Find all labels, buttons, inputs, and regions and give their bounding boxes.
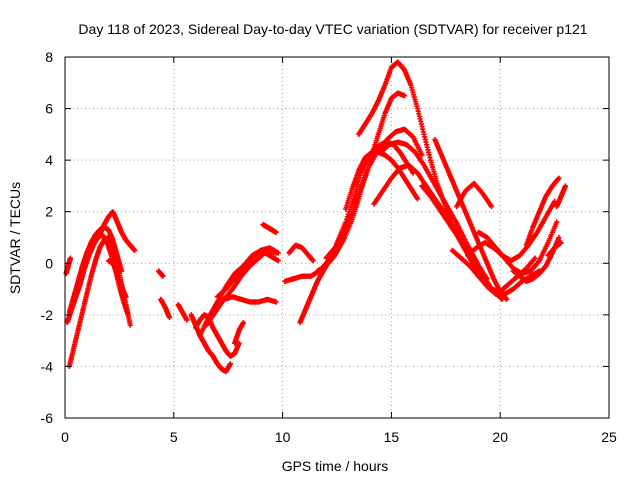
chart-title: Day 118 of 2023, Sidereal Day-to-day VTE… [78,21,587,37]
sat-track-15 [214,245,281,300]
sat-track-19 [286,242,316,264]
data-point [348,203,354,210]
data-point [240,319,247,326]
x-tick-labels: 0 5 10 15 20 25 [61,429,617,445]
x-tick-label: 20 [492,429,508,445]
sat-track-17 [260,222,279,235]
y-tick-label: -6 [41,410,54,426]
data-point [67,255,74,261]
x-tick-label: 0 [61,429,69,445]
sat-track-16 [232,319,247,346]
data-point [556,234,562,241]
data-point [123,294,129,300]
sat-track-36 [545,240,564,259]
data-point [273,299,279,305]
data-point [132,247,138,253]
data-point [273,229,279,235]
data-point [350,198,356,204]
data-point [532,255,538,261]
y-tick-label: 4 [45,152,53,168]
data-point [275,250,281,256]
data-point [344,214,351,220]
x-axis-label: GPS time / hours [282,458,389,474]
plot-frame [64,56,610,419]
sat-track-24 [343,149,421,212]
data-point [118,268,125,274]
data-point [160,273,166,279]
sat-track-8 [158,296,173,321]
data-point [310,258,316,264]
sat-track-6 [105,258,129,300]
sat-track-7 [155,268,166,279]
y-tick-label: 0 [45,255,53,271]
sat-track-13 [203,247,279,328]
sat-track-4 [97,209,138,253]
data-marks [63,59,569,375]
data-point [556,175,562,181]
data-point [346,209,352,215]
data-point [562,183,569,189]
data-point [275,258,281,264]
data-point [184,317,190,323]
y-tick-labels: -6 -4 -2 0 2 4 6 8 [41,49,54,426]
data-point [558,240,564,246]
data-point [414,196,421,202]
y-tick-label: -2 [41,307,54,323]
data-point [349,201,355,207]
y-tick-label: 6 [45,101,53,117]
sat-track-37 [554,183,569,210]
x-tick-label: 25 [601,429,617,445]
data-point [125,312,131,318]
sat-track-21 [314,90,408,274]
data-point [401,93,408,99]
sat-track-9 [175,301,190,323]
data-point [504,296,510,302]
y-tick-label: 8 [45,49,53,65]
data-point [343,216,350,223]
x-tick-label: 15 [384,429,400,445]
x-tick-label: 10 [275,429,291,445]
sat-track-27 [377,139,505,302]
data-point [419,152,425,158]
data-point [554,219,560,225]
data-point [227,361,233,367]
y-tick-label: 2 [45,204,53,220]
data-point [236,340,242,346]
data-point [127,322,133,328]
sat-track-33 [475,219,560,277]
data-point [488,203,495,210]
y-axis-label: SDTVAR / TECUs [7,182,23,294]
axis-ticks [64,56,610,419]
data-point [350,196,357,202]
sat-track-14 [212,294,279,313]
data-point [345,211,351,217]
sat-track-25 [356,59,453,223]
sat-track-31 [454,180,495,210]
data-point [552,198,558,204]
data-point [166,314,173,321]
data-point [343,219,349,225]
x-tick-label: 5 [170,429,178,445]
y-tick-label: -4 [41,358,54,374]
sat-track-23 [334,139,416,246]
grid-lines [65,57,609,418]
sat-track-35 [523,175,562,248]
data-point [347,206,353,212]
